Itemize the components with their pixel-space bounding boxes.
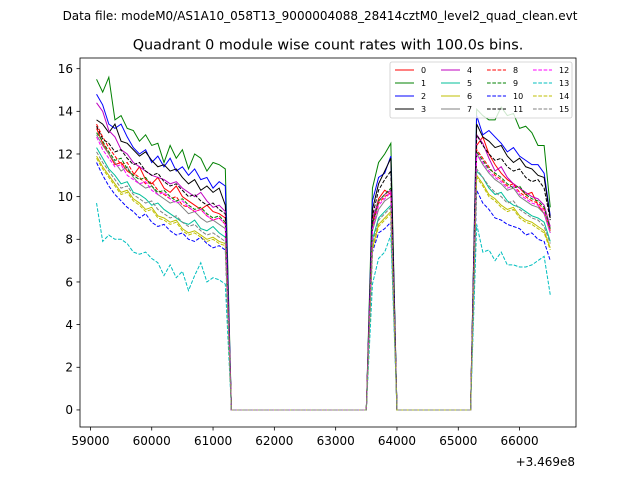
x-tick-label: 62000 [255, 434, 293, 448]
x-tick-label: 65000 [439, 434, 477, 448]
legend-item-8: 8 [487, 66, 518, 75]
legend-label: 1 [421, 79, 426, 88]
legend-label: 8 [513, 66, 518, 75]
series-line-15 [96, 151, 551, 411]
legend-label: 5 [467, 79, 472, 88]
legend-label: 13 [559, 79, 569, 88]
legend-item-7: 7 [441, 105, 472, 114]
legend-label: 9 [513, 79, 518, 88]
chart-title: Quadrant 0 module wise count rates with … [133, 38, 524, 54]
x-tick-label: 61000 [194, 434, 232, 448]
legend-item-4: 4 [441, 66, 472, 75]
x-tick-label: 59000 [71, 434, 109, 448]
legend-item-14: 14 [533, 92, 569, 101]
x-tick-label: 60000 [133, 434, 171, 448]
legend-label: 14 [559, 92, 569, 101]
legend-item-15: 15 [533, 105, 569, 114]
legend-item-10: 10 [487, 92, 523, 101]
legend-label: 15 [559, 105, 569, 114]
y-tick-label: 6 [65, 275, 73, 289]
legend-item-11: 11 [487, 105, 523, 114]
legend-label: 10 [513, 92, 523, 101]
legend-label: 7 [467, 105, 472, 114]
legend-item-0: 0 [395, 66, 426, 75]
legend-item-3: 3 [395, 105, 426, 114]
legend-label: 11 [513, 105, 523, 114]
figure-supertitle: Data file: modeM0/AS1A10_058T13_90000040… [63, 9, 578, 23]
x-offset-label: +3.469e8 [516, 455, 575, 469]
legend-item-6: 6 [441, 92, 472, 101]
x-tick-label: 64000 [378, 434, 416, 448]
y-axis: 0 2 4 6 8 10 12 14 16 [58, 62, 80, 417]
legend-frame [389, 61, 573, 119]
plot-frame [79, 57, 577, 428]
legend-item-1: 1 [395, 79, 426, 88]
y-tick-label: 10 [58, 190, 73, 204]
y-tick-label: 8 [65, 233, 73, 247]
y-tick-label: 14 [58, 105, 73, 119]
y-tick-label: 2 [65, 361, 73, 375]
x-axis: 59000 60000 61000 62000 63000 64000 65000 66000 [71, 427, 539, 448]
legend-item-13: 13 [533, 79, 569, 88]
y-tick-label: 16 [58, 62, 73, 76]
y-tick-label: 0 [65, 403, 73, 417]
legend-label: 3 [421, 105, 426, 114]
legend-label: 0 [421, 66, 426, 75]
x-tick-label: 63000 [317, 434, 355, 448]
legend-label: 6 [467, 92, 472, 101]
legend-label: 4 [467, 66, 472, 75]
y-tick-label: 4 [65, 318, 73, 332]
legend-item-9: 9 [487, 79, 518, 88]
series-layer [96, 75, 551, 411]
legend-label: 2 [421, 92, 426, 101]
legend-item-5: 5 [441, 79, 472, 88]
legend-item-2: 2 [395, 92, 426, 101]
legend-label: 12 [559, 66, 569, 75]
legend-item-12: 12 [533, 66, 569, 75]
x-tick-label: 66000 [501, 434, 539, 448]
y-tick-label: 12 [58, 147, 73, 161]
